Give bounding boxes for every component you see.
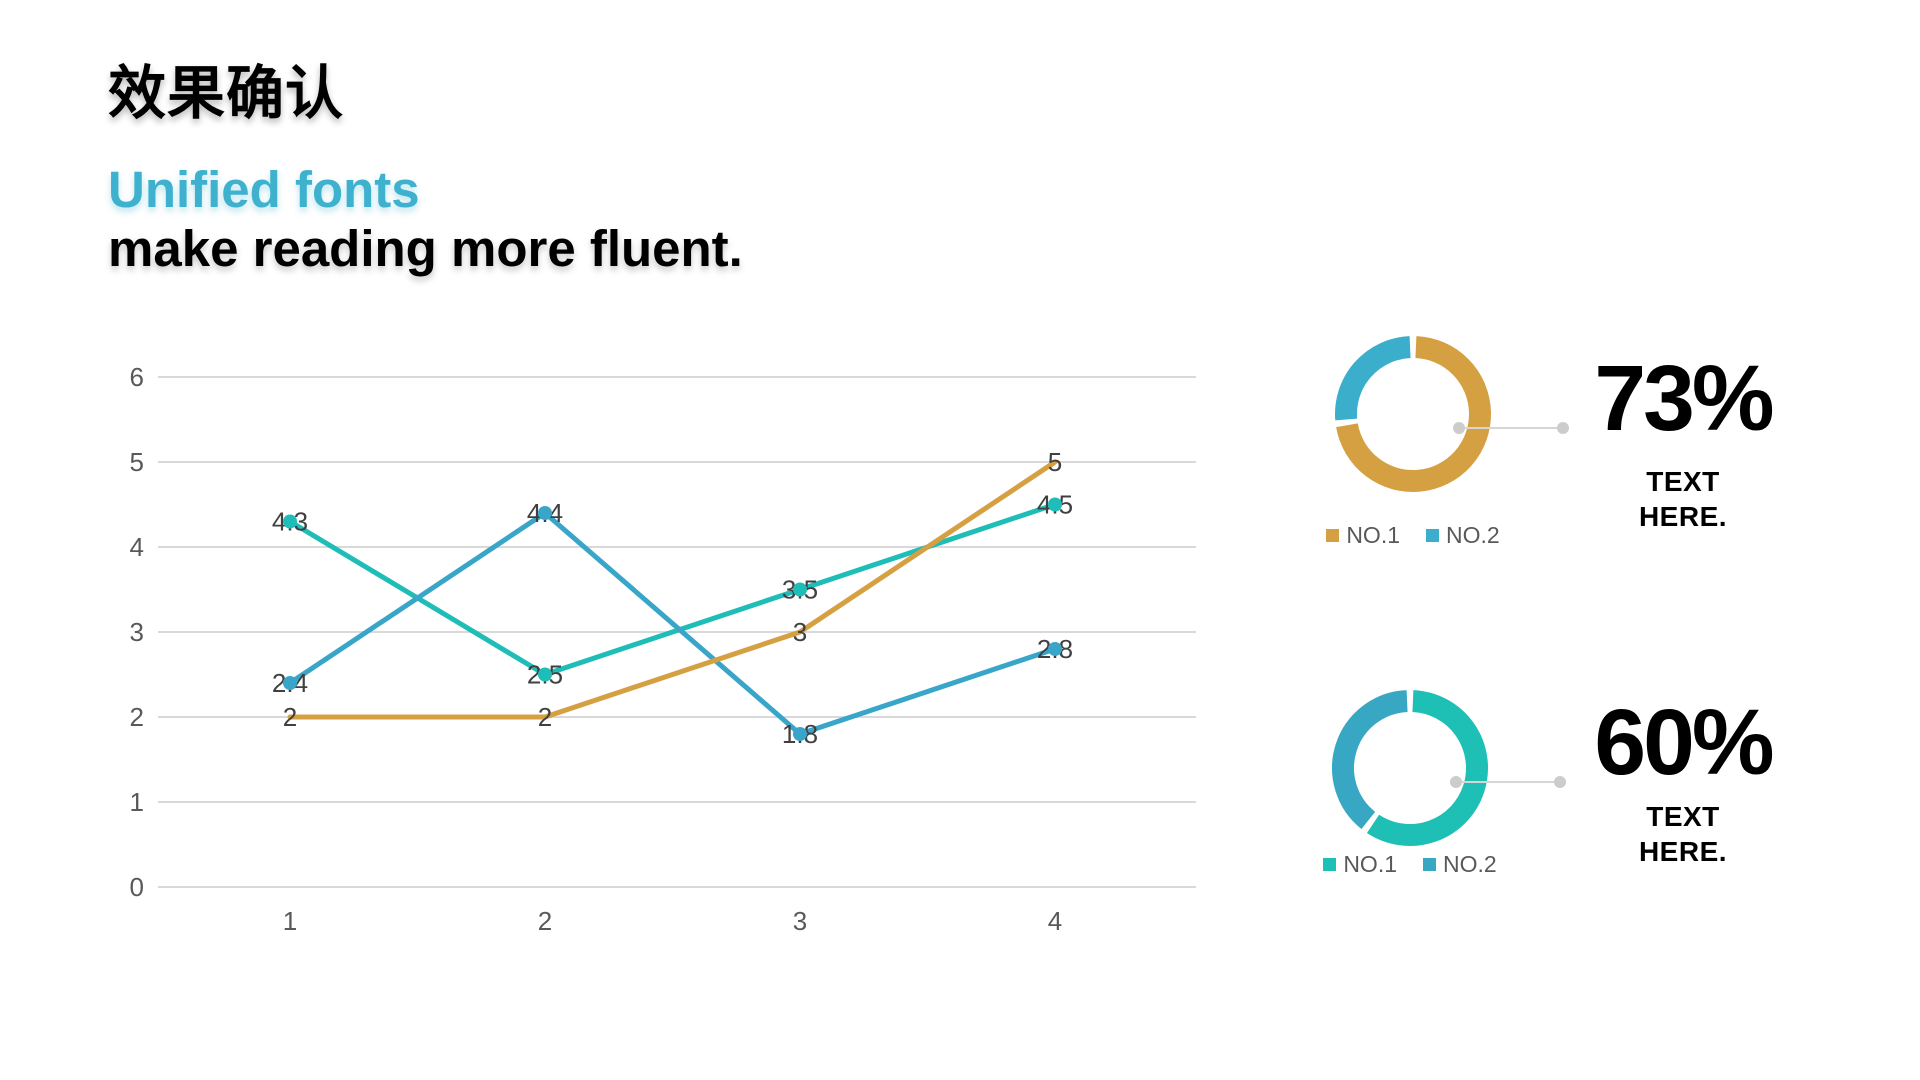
subtitle-rest: make reading more fluent. bbox=[108, 219, 743, 277]
y-axis-tick: 2 bbox=[130, 702, 144, 732]
y-axis-tick: 4 bbox=[130, 532, 144, 562]
callout-dot bbox=[1557, 422, 1569, 434]
data-point-marker bbox=[538, 506, 552, 520]
y-axis-tick: 6 bbox=[130, 362, 144, 392]
series-line bbox=[287, 502, 1058, 677]
series-line bbox=[287, 459, 1058, 720]
callout-dot bbox=[1450, 776, 1462, 788]
donut-chart-73 bbox=[1335, 336, 1569, 492]
legend-item: NO.2 bbox=[1426, 522, 1500, 549]
donut-segment bbox=[1336, 336, 1491, 492]
legend-swatch bbox=[1326, 529, 1340, 542]
donut-segment bbox=[1335, 336, 1412, 421]
donut-60-legend: NO.1 NO.2 bbox=[1300, 851, 1520, 878]
subtitle-accent: Unified fonts bbox=[108, 160, 420, 218]
caption-line: HERE. bbox=[1638, 836, 1728, 867]
series-line bbox=[287, 510, 1058, 737]
callout-dot bbox=[1554, 776, 1566, 788]
donut-segment bbox=[1332, 690, 1408, 830]
data-point-marker bbox=[283, 676, 297, 690]
donut-chart-60 bbox=[1332, 690, 1566, 846]
legend-label: NO.2 bbox=[1446, 522, 1500, 548]
donut-73-legend: NO.1 NO.2 bbox=[1303, 522, 1523, 549]
caption-line: TEXT bbox=[1646, 801, 1720, 832]
data-label: 3 bbox=[793, 617, 807, 647]
legend-swatch bbox=[1323, 858, 1337, 871]
legend-label: NO.1 bbox=[1343, 851, 1397, 877]
legend-item: NO.2 bbox=[1423, 851, 1497, 878]
x-axis-tick: 1 bbox=[283, 906, 297, 936]
legend-swatch bbox=[1423, 858, 1436, 871]
caption-line: TEXT bbox=[1646, 466, 1720, 497]
y-axis-tick: 3 bbox=[130, 617, 144, 647]
donut-73-percent-value: 73% bbox=[1594, 346, 1774, 450]
data-point-marker bbox=[1048, 642, 1062, 656]
data-point-marker bbox=[793, 727, 807, 741]
y-axis-tick: 0 bbox=[130, 872, 144, 902]
donut-60-caption: TEXT HERE. bbox=[1543, 799, 1823, 869]
data-label: 5 bbox=[1048, 447, 1062, 477]
data-point-marker bbox=[1048, 497, 1062, 512]
header: 效果确认 Unified fonts make reading more flu… bbox=[108, 62, 743, 278]
data-label: 2 bbox=[283, 702, 297, 732]
x-axis-tick: 4 bbox=[1048, 906, 1062, 936]
x-axis-tick: 2 bbox=[538, 906, 552, 936]
data-label: 2 bbox=[538, 702, 552, 732]
x-axis-tick: 3 bbox=[793, 906, 807, 936]
legend-item: NO.1 bbox=[1323, 851, 1397, 878]
legend-label: NO.1 bbox=[1346, 522, 1400, 548]
data-point-marker bbox=[538, 667, 552, 682]
legend-label: NO.2 bbox=[1443, 851, 1497, 877]
donut-segment bbox=[1366, 690, 1488, 846]
legend-item: NO.1 bbox=[1326, 522, 1400, 549]
donut-73-caption: TEXT HERE. bbox=[1543, 464, 1823, 534]
caption-line: HERE. bbox=[1638, 501, 1728, 532]
data-point-marker bbox=[283, 514, 297, 529]
line-chart: 012345612344.32.53.54.52.44.41.82.82235 bbox=[130, 362, 1196, 936]
legend-swatch bbox=[1426, 529, 1439, 542]
y-axis-tick: 1 bbox=[130, 787, 144, 817]
donut-60-percent-value: 60% bbox=[1594, 690, 1774, 794]
data-point-marker bbox=[793, 582, 807, 597]
callout-dot bbox=[1453, 422, 1465, 434]
page-title: 效果确认 bbox=[108, 61, 345, 126]
y-axis-tick: 5 bbox=[130, 447, 144, 477]
